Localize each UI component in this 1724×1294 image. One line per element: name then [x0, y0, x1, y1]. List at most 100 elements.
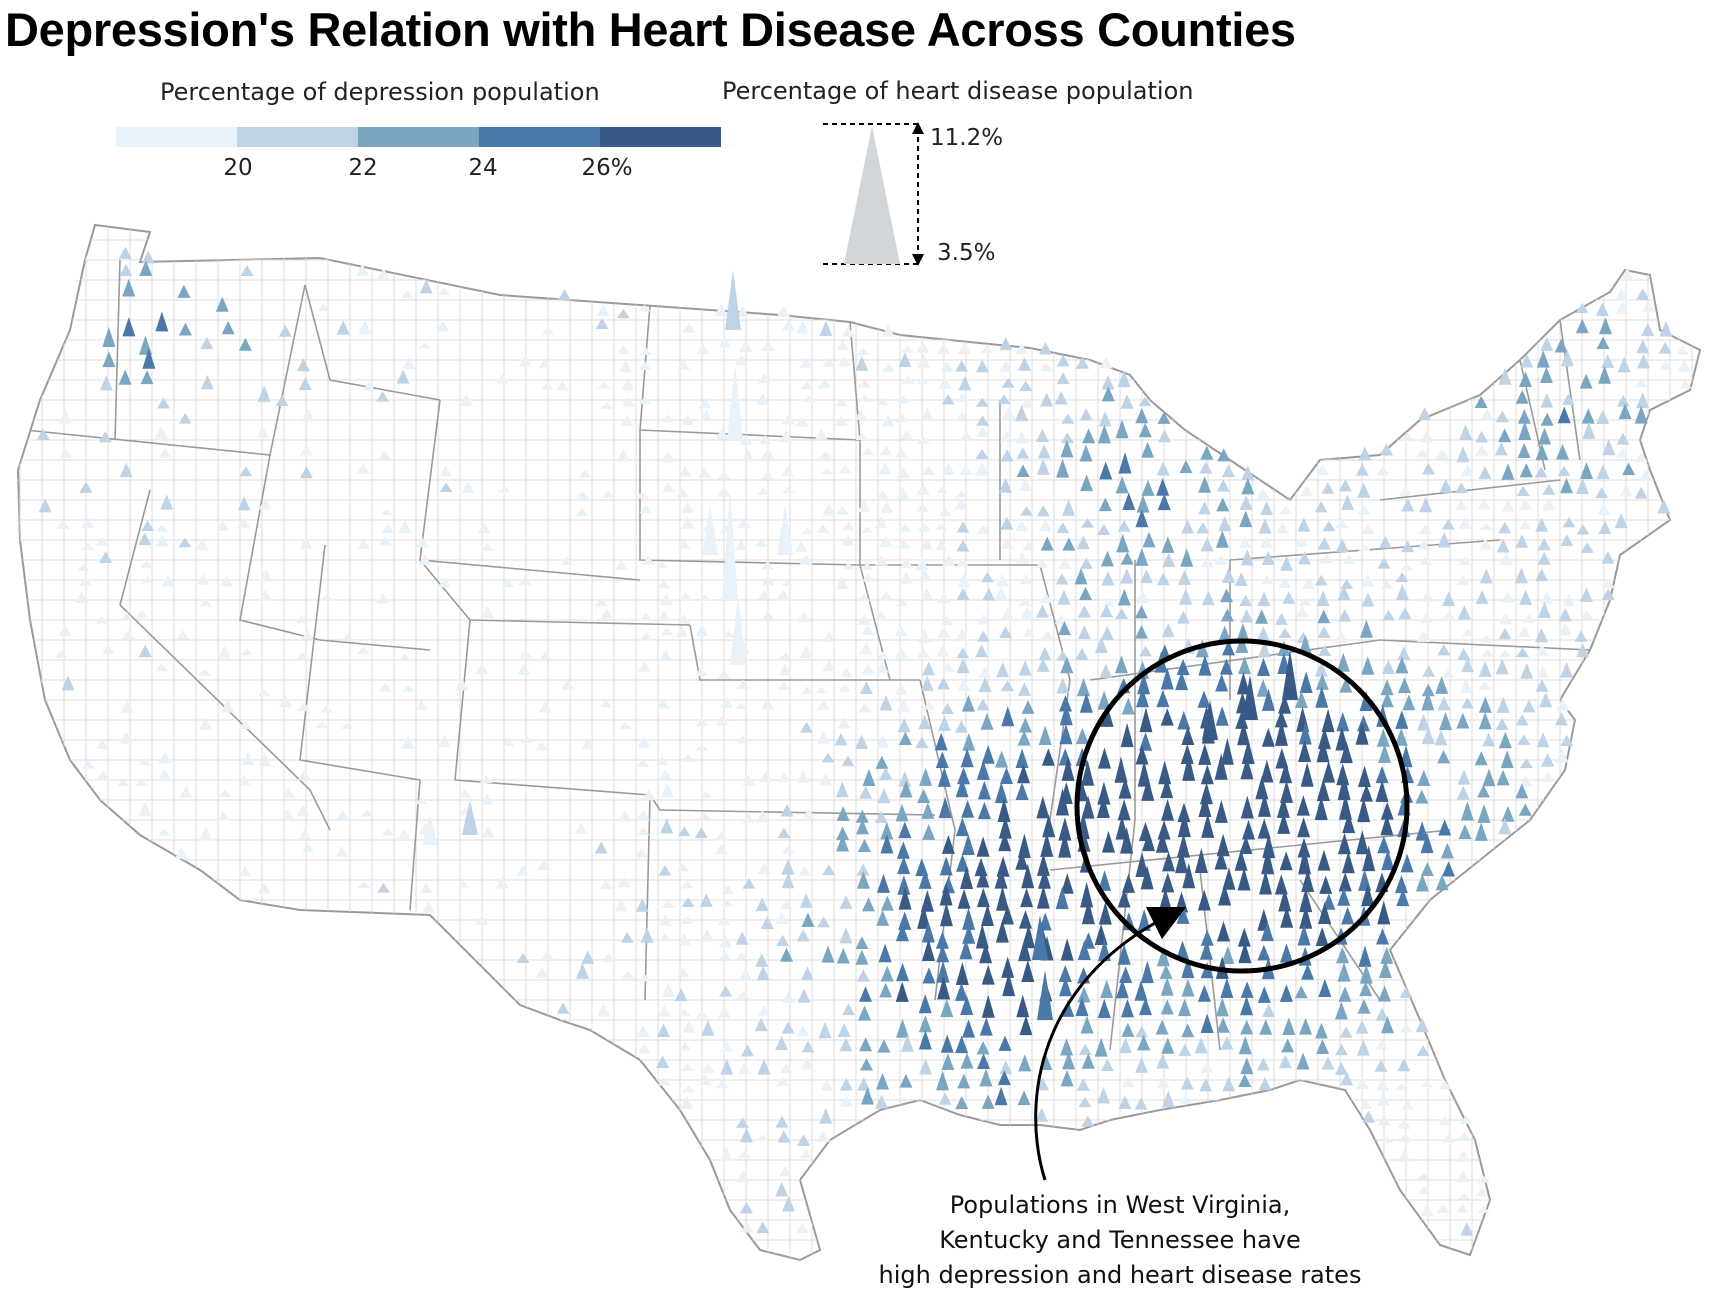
county-glyph — [95, 616, 109, 624]
county-glyph — [1135, 509, 1149, 528]
county-glyph — [480, 542, 494, 551]
county-glyph — [1242, 675, 1258, 720]
county-glyph — [1215, 673, 1229, 692]
county-glyph — [715, 831, 729, 841]
county-glyph — [997, 798, 1011, 822]
county-glyph — [896, 962, 910, 982]
county-glyph — [38, 498, 52, 513]
county-glyph — [1114, 655, 1128, 674]
county-glyph — [1060, 432, 1074, 444]
county-glyph — [1596, 336, 1610, 350]
county-glyph — [1297, 517, 1311, 532]
county-glyph — [1135, 548, 1149, 566]
county-glyph — [575, 507, 589, 517]
county-glyph — [1180, 548, 1194, 567]
county-glyph — [1001, 377, 1015, 388]
county-glyph — [96, 770, 110, 781]
county-glyph — [1058, 964, 1072, 983]
county-glyph — [634, 848, 648, 858]
county-glyph — [957, 767, 971, 785]
county-glyph — [857, 1077, 871, 1091]
county-glyph — [776, 1076, 790, 1087]
county-glyph — [298, 377, 312, 390]
county-glyph — [1022, 627, 1036, 637]
county-glyph — [320, 704, 334, 713]
county-glyph — [401, 735, 415, 749]
county-glyph — [438, 735, 452, 747]
county-glyph — [780, 899, 794, 910]
county-glyph — [734, 702, 748, 710]
county-glyph — [422, 815, 438, 845]
county-glyph — [1377, 557, 1391, 569]
county-glyph — [777, 1130, 791, 1143]
county-glyph — [602, 952, 616, 963]
county-glyph — [761, 470, 775, 480]
county-glyph — [1060, 656, 1074, 674]
county-glyph — [138, 757, 152, 766]
county-glyph — [997, 394, 1011, 405]
county-glyph — [140, 370, 154, 385]
county-glyph — [1337, 585, 1351, 601]
county-glyph — [1496, 696, 1510, 713]
county-glyph — [860, 526, 874, 534]
county-glyph — [1078, 1043, 1092, 1056]
county-glyph — [475, 663, 489, 675]
county-glyph — [797, 988, 811, 1003]
county-glyph — [1181, 957, 1195, 979]
county-glyph — [756, 965, 770, 981]
county-glyph — [36, 428, 50, 440]
county-glyph — [1339, 677, 1353, 693]
county-glyph — [1140, 960, 1154, 984]
county-glyph — [794, 541, 808, 553]
county-glyph — [1482, 768, 1496, 787]
county-glyph — [1294, 690, 1308, 708]
county-glyph — [1415, 789, 1429, 804]
county-glyph — [1019, 380, 1033, 391]
county-glyph — [1441, 669, 1455, 679]
county-glyph — [620, 414, 634, 427]
county-glyph — [1056, 354, 1070, 367]
county-glyph — [1474, 395, 1488, 409]
county-glyph — [1499, 551, 1513, 566]
county-glyph — [939, 856, 953, 876]
county-glyph — [841, 534, 855, 546]
county-glyph — [1121, 697, 1135, 715]
county-glyph — [119, 263, 133, 277]
county-glyph — [895, 803, 909, 822]
county-glyph — [801, 912, 815, 927]
county-glyph — [1401, 540, 1415, 553]
county-glyph — [1200, 962, 1214, 979]
county-glyph — [1434, 730, 1448, 746]
county-glyph — [1200, 929, 1214, 946]
county-glyph — [717, 1006, 731, 1019]
county-glyph — [581, 950, 595, 964]
county-glyph — [1282, 1017, 1296, 1035]
county-glyph — [1081, 899, 1095, 925]
county-glyph — [737, 518, 751, 529]
county-glyph — [1081, 1115, 1095, 1127]
county-glyph — [481, 825, 495, 838]
county-glyph — [1161, 536, 1175, 553]
county-glyph — [1040, 392, 1054, 407]
county-glyph — [855, 809, 869, 823]
county-glyph — [1361, 522, 1375, 535]
county-glyph — [1180, 744, 1194, 764]
county-glyph — [856, 347, 870, 355]
county-glyph — [1477, 1175, 1491, 1183]
county-glyph — [1517, 442, 1531, 458]
county-glyph — [839, 1095, 853, 1107]
county-glyph — [1421, 727, 1435, 745]
county-glyph — [1016, 994, 1030, 1018]
county-glyph — [995, 919, 1009, 943]
county-glyph — [1380, 580, 1394, 589]
county-glyph — [1575, 318, 1589, 334]
county-glyph — [336, 320, 350, 335]
county-glyph — [1335, 726, 1349, 751]
county-glyph — [955, 817, 969, 837]
county-glyph — [955, 778, 969, 798]
county-glyph — [401, 685, 415, 692]
county-glyph — [918, 568, 932, 582]
county-glyph — [439, 465, 453, 477]
county-glyph — [781, 991, 795, 1003]
county-glyph — [1520, 353, 1534, 368]
